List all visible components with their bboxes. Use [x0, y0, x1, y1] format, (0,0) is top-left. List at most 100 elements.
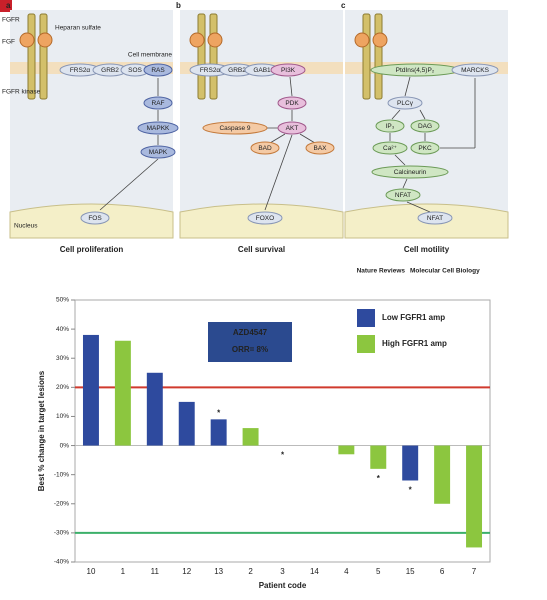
pathway-node — [372, 141, 408, 155]
diagram-label: Cell membrane — [128, 52, 172, 59]
bar — [114, 340, 131, 446]
x-tick-label: 7 — [472, 567, 477, 576]
text-box-line: AZD4547 — [233, 328, 268, 337]
pathway-node — [410, 141, 440, 155]
annotation: * — [377, 474, 381, 483]
arrow — [99, 158, 159, 211]
panel-caption: Cell motility — [404, 245, 450, 254]
text-box — [208, 322, 292, 362]
pathway-node-label: PDK — [285, 100, 299, 107]
pathway-node-label: Ca²⁺ — [383, 145, 397, 152]
bar — [402, 445, 419, 481]
y-tick-label: 40% — [56, 326, 69, 333]
x-tick-label: 5 — [376, 567, 381, 576]
pathway-node — [202, 121, 268, 135]
pathway-node-label: RAF — [152, 100, 165, 107]
x-tick-label: 4 — [344, 567, 349, 576]
pathway-node — [247, 211, 283, 225]
pathway-node — [143, 63, 173, 77]
pathway-node-label: Calcineurin — [394, 169, 427, 176]
diagram-label: FGFR — [2, 17, 20, 24]
pathway-node — [375, 119, 405, 133]
x-tick-label: 13 — [214, 567, 223, 576]
y-tick-label: -10% — [54, 471, 69, 478]
panel-caption: Cell survival — [238, 245, 285, 254]
pathway-node — [80, 211, 110, 225]
pathway-node-label: FOS — [88, 215, 102, 222]
arrow — [299, 133, 316, 144]
diagram-label: Heparan sulfate — [55, 25, 101, 32]
pathway-node — [410, 119, 440, 133]
pathway-node — [387, 96, 423, 110]
pathway-node-label: GRB2 — [101, 67, 119, 74]
pathway-node-label: FOXO — [256, 215, 274, 222]
pathway-node — [250, 141, 280, 155]
pathway-node-label: GRB2 — [228, 67, 246, 74]
pathway-node-label: NFAT — [427, 215, 443, 222]
pathway-node — [137, 121, 179, 135]
pathway-node-label: GAB1 — [253, 67, 271, 74]
bar — [434, 445, 451, 504]
pathway-node — [451, 63, 499, 77]
bar — [242, 428, 259, 446]
pathway-node-label: MAPKK — [147, 125, 170, 132]
fgf-ligand — [354, 32, 370, 48]
y-tick-label: -40% — [54, 559, 69, 566]
diagram-label: FGFR kinase — [2, 89, 41, 96]
legend-swatch — [357, 309, 375, 327]
pathway-node — [417, 211, 453, 225]
text-box-line: ORR= 8% — [232, 345, 268, 354]
pathway-node-label: FRS2α — [70, 67, 91, 74]
bar — [338, 445, 355, 455]
receptor — [374, 13, 383, 100]
arrow — [406, 201, 431, 213]
pathway-node — [371, 165, 449, 179]
diagram-label: FGF — [2, 39, 15, 46]
bar — [466, 445, 483, 548]
pathway-node-label: BAD — [258, 145, 272, 152]
y-tick-label: -30% — [54, 530, 69, 537]
pathway-node — [277, 96, 307, 110]
pathway-node-label: MARCKS — [461, 67, 489, 74]
fgf-ligand — [19, 32, 35, 48]
y-tick-label: 10% — [56, 413, 69, 420]
pathway-node — [143, 96, 173, 110]
plot-frame — [74, 299, 491, 563]
panel-letter: a — [6, 1, 11, 10]
y-tick-label: 0% — [60, 442, 70, 449]
x-tick-label: 11 — [151, 567, 160, 576]
y-axis-label: Best % change in target lesions — [37, 370, 46, 491]
x-tick-label: 6 — [440, 567, 445, 576]
fgf-ligand — [372, 32, 388, 48]
arrow — [269, 133, 286, 144]
x-tick-label: 10 — [87, 567, 96, 576]
annotation: * — [409, 486, 413, 495]
y-tick-label: 20% — [56, 384, 69, 391]
pathway-node-label: PI3K — [281, 67, 296, 74]
receptor — [209, 13, 218, 100]
fgf-ligand — [37, 32, 53, 48]
y-tick-label: 50% — [56, 297, 69, 304]
x-tick-label: 3 — [280, 567, 285, 576]
arrow — [264, 134, 293, 211]
bar — [370, 445, 387, 469]
receptor — [362, 13, 371, 100]
receptor — [197, 13, 206, 100]
bar — [146, 372, 163, 446]
x-tick-label: 1 — [121, 567, 126, 576]
pathway-node-label: BAX — [313, 145, 327, 152]
pathway-node-label: SOS — [128, 67, 142, 74]
pathway-node-label: PtdIns(4,5)P₂ — [396, 67, 435, 74]
diagram-label: Nucleus — [14, 223, 38, 230]
pathway-node-label: Caspase 9 — [219, 125, 250, 132]
x-axis-label: Patient code — [259, 581, 307, 590]
arrow — [289, 76, 293, 97]
pathway-node — [140, 145, 176, 159]
x-tick-label: 12 — [182, 567, 191, 576]
x-tick-label: 14 — [310, 567, 319, 576]
annotation: * — [217, 408, 221, 417]
panel-letter: b — [176, 1, 181, 10]
pathway-node — [385, 188, 421, 202]
bar — [178, 401, 195, 446]
